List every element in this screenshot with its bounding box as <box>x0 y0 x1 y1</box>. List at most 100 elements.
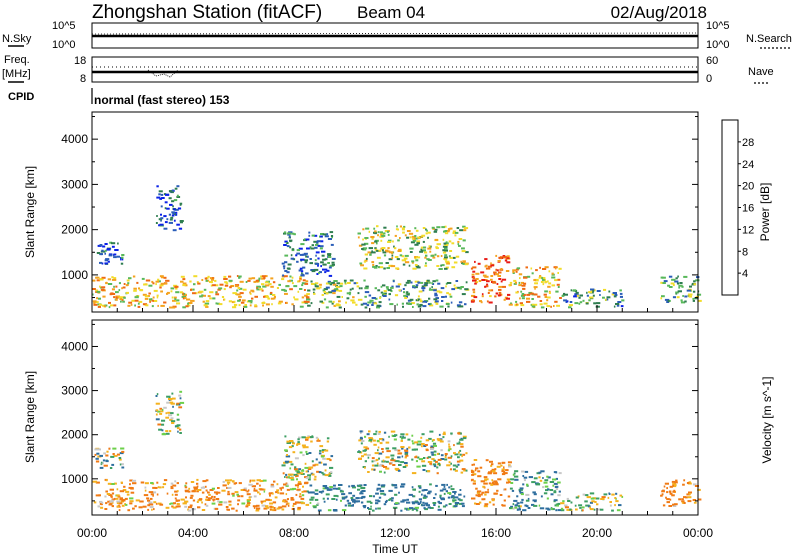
velocity-cell-9-17 <box>609 501 612 503</box>
power-cell-7-26 <box>495 254 498 257</box>
power-cell-6-22 <box>376 306 380 309</box>
power-cell-3-94 <box>291 232 295 235</box>
power-cell-10-53 <box>688 295 692 298</box>
power-cell-5-253 <box>442 251 447 254</box>
power-cell-6-49 <box>404 284 407 287</box>
power-cell-8-58 <box>539 300 543 302</box>
power-cell-1-346 <box>118 296 123 299</box>
power-cell-5-132 <box>411 237 415 240</box>
power-cell-5-113 <box>365 227 370 230</box>
velocity-cell-8-43 <box>521 498 524 501</box>
velocity-cell-7-22 <box>484 493 487 496</box>
velocity-cell-10-8 <box>687 500 692 503</box>
power-cell-2-42 <box>177 207 182 210</box>
power-cell-3-98 <box>305 238 310 241</box>
power-cell-6-83 <box>434 292 438 295</box>
velocity-cell-1-186 <box>187 509 192 512</box>
power-cell-9-17 <box>608 290 611 293</box>
power-cell-2-44 <box>168 213 171 216</box>
velocity-cell-6-65 <box>439 496 442 499</box>
power-cell-0-27 <box>104 243 108 245</box>
velocity-cell-5-146 <box>377 446 380 449</box>
power-cell-3-100 <box>284 261 288 264</box>
power-cell-5-231 <box>383 232 386 235</box>
velocity-cell-5-57 <box>432 439 435 441</box>
power-cell-3-62 <box>316 240 321 243</box>
velocity-cell-1-25 <box>185 496 187 499</box>
velocity-cell-6-82 <box>428 490 432 493</box>
power-cell-1-155 <box>153 289 158 292</box>
power-cell-1-341 <box>249 291 251 294</box>
velocity-cell-3-112 <box>328 472 331 475</box>
power-cell-1-12 <box>215 293 220 296</box>
power-cell-4-17 <box>321 301 325 304</box>
power-cell-3-111 <box>328 256 332 258</box>
power-cell-6-100 <box>421 285 425 288</box>
power-cell-5-66 <box>444 254 448 257</box>
velocity-cell-1-321 <box>276 489 280 492</box>
velocity-cell-1-284 <box>245 505 249 508</box>
power-cell-2-15 <box>159 197 162 200</box>
power-cell-6-82 <box>402 288 405 290</box>
power-colorbar-label-4: 12 <box>742 224 754 236</box>
velocity-cell-1-283 <box>296 501 301 504</box>
velocity-cell-1-214 <box>124 497 128 500</box>
velocity-cell-8-107 <box>551 508 553 511</box>
power-cell-1-292 <box>105 281 108 284</box>
power-cell-3-69 <box>317 244 321 247</box>
velocity-cell-9-5 <box>609 504 612 507</box>
velocity-cell-3-121 <box>305 476 309 479</box>
velocity-cell-5-122 <box>459 449 462 452</box>
power-cell-0-37 <box>111 245 115 248</box>
velocity-cell-5-104 <box>448 443 450 446</box>
velocity-cell-9-24 <box>589 492 595 495</box>
power-cell-8-26 <box>525 266 528 269</box>
power-cell-1-176 <box>268 283 272 286</box>
power-cell-6-89 <box>450 301 453 304</box>
power-cell-5-76 <box>425 232 428 235</box>
power-cell-1-345 <box>201 294 204 297</box>
power-cell-3-38 <box>331 257 336 260</box>
velocity-cell-4-56 <box>356 497 359 500</box>
power-cell-1-40 <box>270 285 274 288</box>
power-cell-6-119 <box>417 281 421 284</box>
velocity-cell-2-52 <box>156 393 159 396</box>
velocity-cell-6-73 <box>370 501 373 504</box>
power-cell-8-98 <box>531 303 534 306</box>
power-cell-4-56 <box>322 289 326 292</box>
power-cell-1-243 <box>92 288 96 290</box>
power-cell-8-93 <box>546 305 551 308</box>
velocity-cell-5-219 <box>366 433 370 436</box>
power-cell-4-49 <box>319 300 323 303</box>
velocity-cell-1-147 <box>205 489 208 492</box>
power-cell-1-326 <box>192 292 196 295</box>
power-cell-1-304 <box>305 296 310 299</box>
velocity-cell-7-19 <box>507 495 511 498</box>
velocity-cell-5-220 <box>401 455 404 458</box>
velocity-cell-9-25 <box>621 495 624 498</box>
power-cell-9-22 <box>561 294 565 297</box>
power-cell-5-187 <box>364 242 369 245</box>
velocity-cell-5-82 <box>422 469 426 471</box>
velocity-cell-3-37 <box>293 468 298 471</box>
velocity-cell-5-17 <box>463 469 467 472</box>
velocity-cell-10-53 <box>687 496 692 499</box>
power-cell-7-92 <box>498 271 502 274</box>
power-colorbar-label-3: 16 <box>742 203 754 215</box>
velocity-cell-0-19 <box>110 455 115 458</box>
velocity-cell-1-347 <box>298 495 302 498</box>
power-cell-3-115 <box>289 235 291 238</box>
power-cell-3-34 <box>284 254 289 257</box>
velocity-cell-1-60 <box>285 484 289 487</box>
power-cell-6-61 <box>374 297 378 300</box>
power-cell-4-2 <box>335 289 339 292</box>
power-cell-3-91 <box>317 257 320 260</box>
power-cell-1-19 <box>258 277 261 280</box>
velocity-cell-4-38 <box>326 497 329 500</box>
velocity-cell-10-1 <box>669 492 673 495</box>
power-cell-1-362 <box>255 279 259 282</box>
velocity-cell-7-3 <box>497 478 502 481</box>
velocity-cell-1-10 <box>130 491 135 494</box>
velocity-cell-3-57 <box>306 470 309 473</box>
velocity-cell-3-63 <box>287 473 291 476</box>
